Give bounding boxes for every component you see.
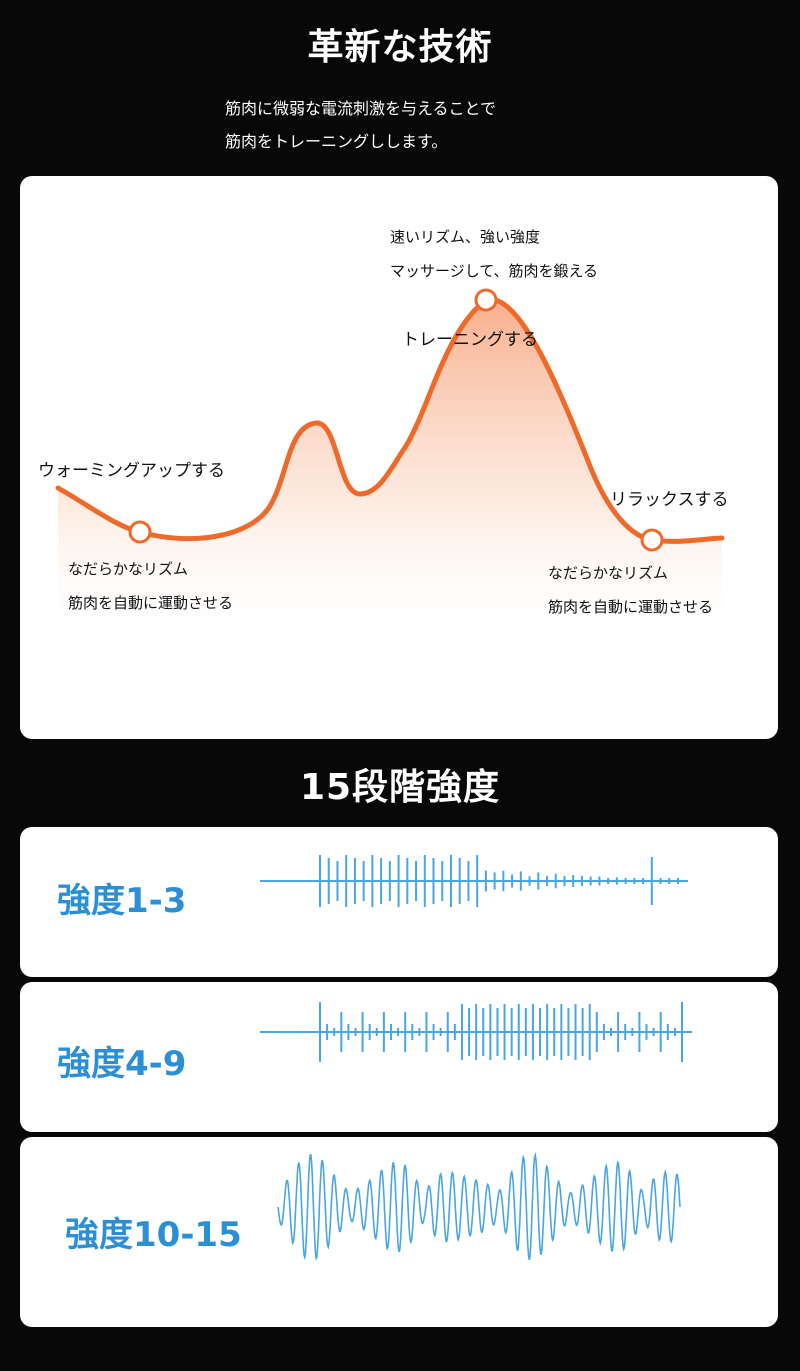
level-label: 強度4-9 — [57, 1044, 187, 1084]
warmup-marker — [128, 520, 152, 544]
level-panel-10-15: 強度10-15 — [20, 1137, 778, 1327]
warmup-description: なだらかなリズム 筋肉を自動に運動させる — [68, 552, 233, 620]
pulse-wave-medium — [260, 1002, 692, 1062]
levels-title: 15段階強度 — [299, 767, 501, 808]
warmup-description-line: 筋肉を自動に運動させる — [68, 594, 234, 612]
warmup-label: ウォーミングアップする — [38, 461, 225, 481]
intensity-curve-panel: 速いリズム、強い強度 マッサージして、筋肉を鍛える トレーニングする ウォーミン… — [20, 176, 778, 739]
relax-marker — [640, 528, 664, 552]
peak-description: 速いリズム、強い強度 マッサージして、筋肉を鍛える — [390, 220, 598, 288]
relax-description-line: なだらかなリズム — [548, 564, 669, 582]
level-label: 強度1-3 — [57, 881, 187, 921]
peak-description-line: 速いリズム、強い強度 — [390, 228, 541, 246]
description-line: 筋肉に微弱な電流刺激を与えることで — [225, 99, 497, 118]
page-title: 革新な技術 — [307, 27, 493, 68]
pulse-wave-low — [260, 855, 688, 907]
intensity-curve-line — [55, 297, 725, 544]
description: 筋肉に微弱な電流刺激を与えることで 筋肉をトレーニングしします。 — [225, 92, 496, 158]
level-label: 強度10-15 — [65, 1215, 242, 1255]
warmup-description-line: なだらかなリズム — [68, 560, 189, 578]
wave-oscillation — [277, 1152, 681, 1261]
relax-label: リラックスする — [610, 490, 729, 510]
peak-marker — [474, 288, 498, 312]
pulse-wave-high — [277, 1152, 681, 1261]
peak-description-line: マッサージして、筋肉を鍛える — [390, 262, 599, 280]
intensity-curve-diagram — [55, 288, 725, 646]
relax-description: なだらかなリズム 筋肉を自動に運動させる — [548, 556, 713, 624]
peak-label: トレーニングする — [402, 330, 538, 350]
level-panel-1-3: 強度1-3 — [20, 827, 778, 977]
description-line: 筋肉をトレーニングしします。 — [225, 132, 448, 151]
level-panel-4-9: 強度4-9 — [20, 982, 778, 1132]
relax-description-line: 筋肉を自動に運動させる — [548, 598, 714, 616]
